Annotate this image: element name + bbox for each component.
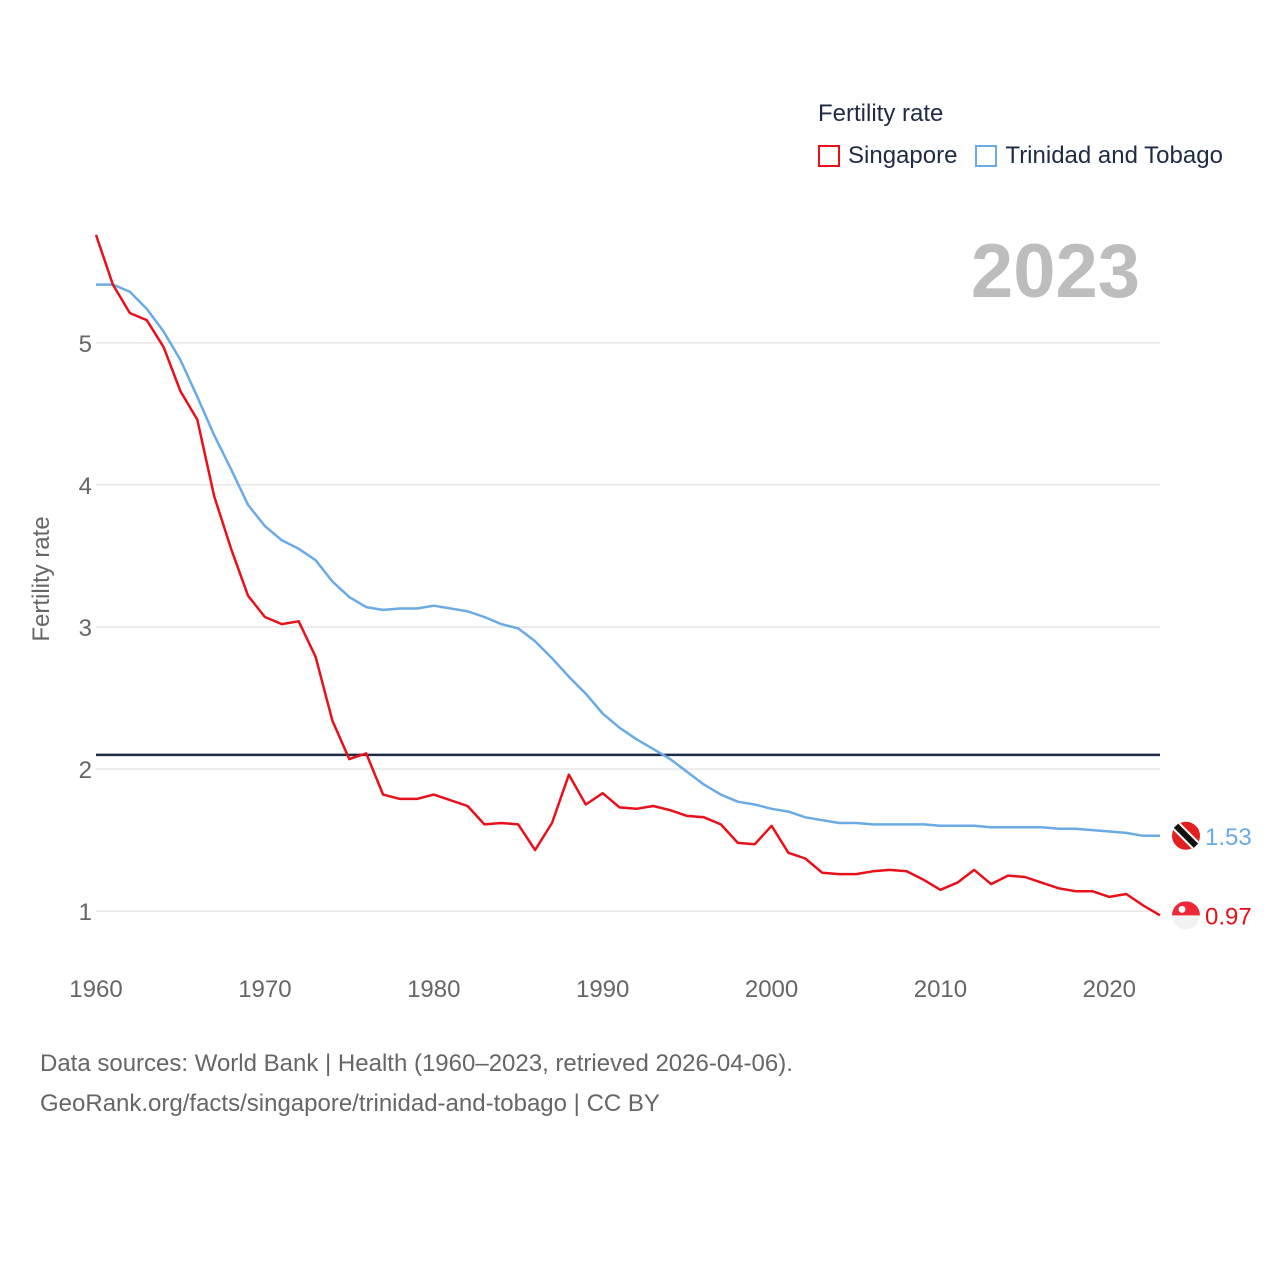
y-axis-title: Fertility rate xyxy=(28,516,55,642)
x-tick-label-1960: 1960 xyxy=(69,976,122,1003)
legend-label: Singapore xyxy=(848,142,958,169)
x-tick-label-2010: 2010 xyxy=(914,976,967,1003)
x-tick-label-1990: 1990 xyxy=(576,976,629,1003)
flag-icon-trinidad-and-tobago xyxy=(1172,821,1200,850)
end-markers: 0.97 1.53 xyxy=(1172,821,1252,930)
legend-swatch xyxy=(818,145,840,167)
x-tick-label-1980: 1980 xyxy=(407,976,460,1003)
y-tick-label-2: 2 xyxy=(79,757,92,784)
end-value-label-trinidad-and-tobago: 1.53 xyxy=(1205,824,1252,851)
x-tick-label-1970: 1970 xyxy=(238,976,291,1003)
flag-black-band xyxy=(1173,823,1199,848)
y-tick-labels: 1 2 3 4 5 xyxy=(79,331,92,926)
source-line-1: Data sources: World Bank | Health (1960–… xyxy=(40,1050,793,1077)
gridlines xyxy=(96,342,1160,912)
flag-crescent xyxy=(1178,905,1186,913)
legend-swatch xyxy=(975,145,998,167)
x-tick-label-2020: 2020 xyxy=(1083,976,1136,1003)
x-tick-label-2000: 2000 xyxy=(745,976,798,1003)
y-tick-label-3: 3 xyxy=(79,615,92,642)
flag-icon-singapore xyxy=(1172,901,1200,930)
legend-title: Fertility rate xyxy=(818,100,944,127)
end-value-label-singapore: 0.97 xyxy=(1205,903,1252,930)
series-lines xyxy=(94,234,1161,917)
source-note: Data sources: World Bank | Health (1960–… xyxy=(40,1044,793,1124)
flag-red-half xyxy=(1172,901,1200,916)
series-line-singapore xyxy=(94,234,1161,917)
series-line-trinidad-and-tobago xyxy=(96,283,1160,838)
y-tick-label-5: 5 xyxy=(79,331,92,358)
legend-item-trinidad-and-tobago[interactable]: Trinidad and Tobago xyxy=(975,142,1223,170)
legend-item-singapore[interactable]: Singapore xyxy=(818,142,957,170)
source-line-2: GeoRank.org/facts/singapore/trinidad-and… xyxy=(40,1090,660,1117)
legend-label: Trinidad and Tobago xyxy=(1005,142,1223,169)
y-tick-label-4: 4 xyxy=(79,473,92,500)
legend: Singapore Trinidad and Tobago xyxy=(818,142,1241,170)
x-tick-labels: 1960 1970 1980 1990 2000 2010 2020 xyxy=(69,976,1136,1003)
y-tick-label-1: 1 xyxy=(79,899,92,926)
year-label: 2023 xyxy=(970,229,1140,314)
